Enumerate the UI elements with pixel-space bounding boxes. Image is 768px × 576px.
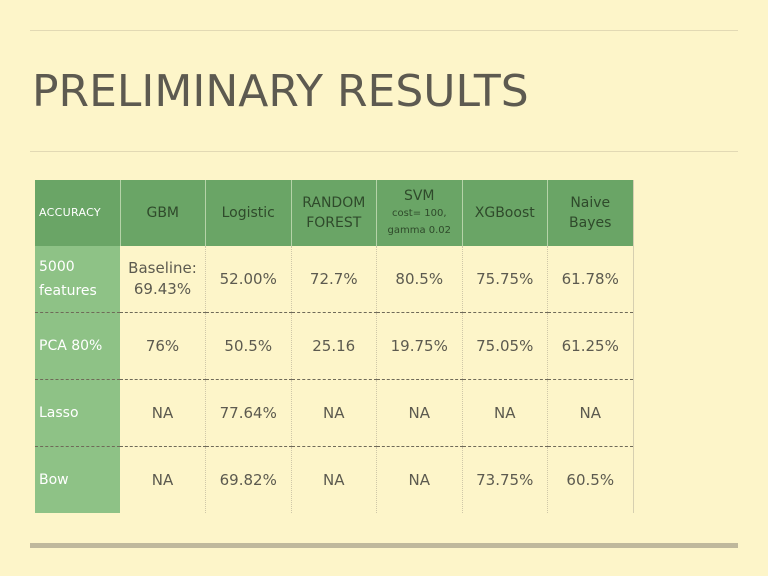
table-header-row: ACCURACY GBM Logistic RANDOM FOREST SVM … [35, 180, 634, 246]
table-cell: NA [376, 446, 463, 513]
top-divider [30, 30, 738, 31]
table-cell: 76% [120, 312, 206, 380]
title-divider [30, 151, 738, 152]
table-cell: NA [376, 379, 463, 447]
table-row: 5000 features Baseline: 69.43% 52.00% 72… [35, 246, 634, 313]
table-cell: 61.25% [547, 312, 634, 380]
row-header-pca: PCA 80% [35, 312, 120, 380]
column-header-random-forest: RANDOM FOREST [291, 180, 377, 246]
table-cell: 69.82% [205, 446, 292, 513]
bottom-bar [30, 543, 738, 548]
table-cell: NA [547, 379, 634, 447]
table-cell: NA [291, 379, 377, 447]
table-cell: 80.5% [376, 246, 463, 313]
table-cell: NA [291, 446, 377, 513]
column-header-gbm: GBM [120, 180, 206, 246]
table-cell: Baseline: 69.43% [120, 246, 206, 313]
column-header-logistic: Logistic [205, 180, 292, 246]
accuracy-header: ACCURACY [35, 180, 121, 246]
table-cell: 73.75% [462, 446, 548, 513]
table-cell: 75.75% [462, 246, 548, 313]
results-table: ACCURACY GBM Logistic RANDOM FOREST SVM … [35, 180, 634, 513]
table-cell: 60.5% [547, 446, 634, 513]
column-header-naive-bayes: Naive Bayes [547, 180, 634, 246]
table-row: Lasso NA 77.64% NA NA NA NA [35, 379, 634, 447]
table-cell: 25.16 [291, 312, 377, 380]
table-cell: 77.64% [205, 379, 292, 447]
row-header-5000-features: 5000 features [35, 246, 120, 313]
table-cell: NA [462, 379, 548, 447]
table-cell: NA [120, 446, 206, 513]
slide-title: PRELIMINARY RESULTS [32, 66, 529, 117]
table-cell: 61.78% [547, 246, 634, 313]
column-header-svm: SVM cost= 100, gamma 0.02 [376, 180, 463, 246]
table-cell: 72.7% [291, 246, 377, 313]
table-cell: 75.05% [462, 312, 548, 380]
svm-params: cost= 100, gamma 0.02 [387, 208, 452, 236]
table-cell: 52.00% [205, 246, 292, 313]
column-header-xgboost: XGBoost [462, 180, 548, 246]
svm-label: SVM [403, 188, 435, 204]
table-row: Bow NA 69.82% NA NA 73.75% 60.5% [35, 446, 634, 513]
table-cell: 50.5% [205, 312, 292, 380]
row-header-lasso: Lasso [35, 379, 120, 447]
table-cell: 19.75% [376, 312, 463, 380]
row-header-bow: Bow [35, 446, 120, 513]
table-row: PCA 80% 76% 50.5% 25.16 19.75% 75.05% 61… [35, 312, 634, 380]
table-cell: NA [120, 379, 206, 447]
